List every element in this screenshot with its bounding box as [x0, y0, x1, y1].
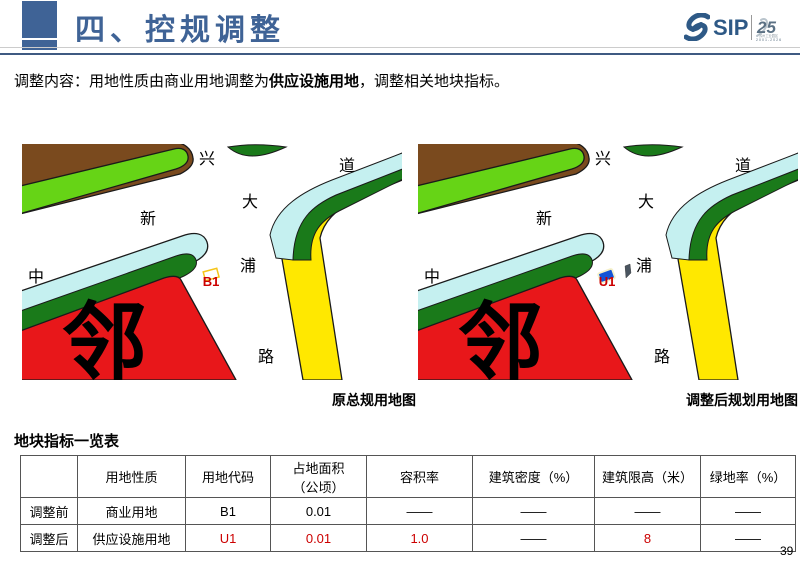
svg-text:中: 中: [28, 268, 44, 286]
svg-text:大: 大: [638, 193, 654, 211]
svg-text:浦: 浦: [240, 257, 256, 275]
svg-text:邻: 邻: [62, 296, 147, 380]
svg-text:U1: U1: [599, 274, 616, 289]
svg-text:兴: 兴: [595, 150, 611, 168]
svg-text:2 0 0 1 - 2 0 2 6: 2 0 0 1 - 2 0 2 6: [756, 38, 781, 42]
svg-text:浦: 浦: [636, 257, 652, 275]
svg-text:新: 新: [536, 210, 552, 228]
svg-text:路: 路: [654, 348, 670, 366]
svg-text:兴: 兴: [199, 150, 215, 168]
svg-text:新: 新: [140, 210, 156, 228]
svg-text:中: 中: [424, 268, 440, 286]
svg-text:道: 道: [339, 157, 355, 175]
svg-text:B1: B1: [203, 274, 220, 289]
svg-text:大: 大: [242, 193, 258, 211]
svg-text:路: 路: [258, 348, 274, 366]
svg-text:邻: 邻: [458, 296, 543, 380]
svg-text:道: 道: [735, 157, 751, 175]
